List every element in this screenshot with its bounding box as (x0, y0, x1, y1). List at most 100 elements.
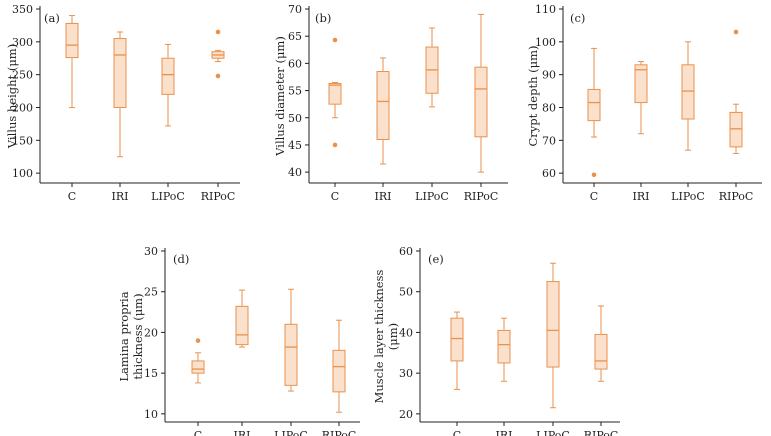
y-tick-label: 60 (399, 245, 413, 258)
box-iri (235, 289, 249, 348)
box-iqr (113, 38, 127, 108)
y-axis-title-line: thickness (μm) (131, 293, 145, 379)
box-ripoc (332, 319, 346, 413)
outlier-point (332, 142, 338, 148)
box-lipoc (284, 288, 298, 392)
y-tick-label: 110 (535, 3, 556, 16)
box-iri (634, 61, 648, 135)
y-tick-label: 45 (288, 139, 302, 152)
y-tick-label: 10 (144, 408, 158, 421)
box-iqr (328, 82, 342, 105)
y-tick-label: 150 (12, 134, 33, 147)
y-tick-label: 20 (144, 326, 158, 339)
box-iqr (594, 333, 608, 370)
outlier-point (591, 172, 597, 178)
y-tick-label: 30 (399, 367, 413, 380)
y-tick-label: 40 (399, 326, 413, 339)
x-tick-label-ripoc: RIPoC (584, 429, 619, 436)
x-tick-label-ripoc: RIPoC (719, 190, 754, 203)
y-axis-title: Villus height (μm) (5, 44, 19, 149)
panel-e: 20 30 40 50 60 C IRI LIPoC RIPoC (e) Muscle layer … (372, 245, 620, 436)
panel-c: 60 70 80 90 100 110 C IRI LIPoC RIPoC (c) Crypt dep… (526, 3, 762, 203)
y-tick-label: 20 (399, 408, 413, 421)
y-tick-label: 70 (542, 134, 556, 147)
outlier-point (332, 37, 338, 43)
box-c (65, 15, 79, 108)
box-iqr (474, 66, 488, 138)
y-tick-label: 200 (12, 101, 33, 114)
x-tick-label-iri: IRI (496, 429, 513, 436)
y-tick-label: 100 (535, 36, 556, 49)
x-tick-label-lipoc: LIPoC (274, 429, 308, 436)
x-tick-label-c: C (590, 190, 598, 203)
x-tick-label-iri: IRI (112, 190, 129, 203)
y-tick-label: 50 (399, 286, 413, 299)
panel-label: (d) (173, 252, 189, 266)
x-tick-label-lipoc: LIPoC (671, 190, 705, 203)
y-tick-label: 60 (542, 167, 556, 180)
y-axis-title-line: (μm) (386, 323, 400, 350)
y-tick-label: 300 (12, 36, 33, 49)
box-lipoc (546, 262, 560, 409)
box-iri (113, 31, 127, 158)
outlier-point (215, 29, 221, 35)
y-axis-title: Crypt depth (μm) (526, 46, 540, 147)
y-tick-label: 40 (288, 166, 302, 179)
box-iqr (587, 88, 601, 122)
x-tick-label-c: C (453, 429, 461, 436)
box-iqr (634, 64, 648, 104)
box-iqr (497, 329, 511, 364)
panel-label: (a) (44, 11, 60, 25)
panel-label: (b) (315, 11, 331, 25)
x-tick-label-c: C (194, 429, 202, 436)
box-ripoc (474, 13, 488, 173)
x-tick-label-lipoc: LIPoC (415, 190, 449, 203)
box-iri (497, 317, 511, 382)
outlier-point (733, 29, 739, 35)
box-iqr (65, 22, 79, 59)
x-tick-label-ripoc: RIPoC (201, 190, 236, 203)
box-c (328, 37, 342, 148)
y-tick-label: 60 (288, 57, 302, 70)
y-tick-label: 70 (288, 3, 302, 16)
y-tick-label: 90 (542, 69, 556, 82)
outlier-point (195, 338, 201, 343)
y-tick-label: 30 (144, 245, 158, 258)
box-iqr (332, 349, 346, 393)
box-iqr (284, 323, 298, 386)
box-iri (376, 57, 390, 165)
box-iqr (729, 111, 743, 148)
box-iqr (450, 317, 464, 362)
y-axis-title-line: Lamina propria (117, 291, 131, 381)
panel-d: 10 15 20 25 30 C IRI LIPoC RIPoC (d) Lamina propri… (117, 245, 360, 436)
y-tick-label: 50 (288, 112, 302, 125)
box-iqr (235, 305, 249, 346)
box-lipoc (425, 27, 439, 108)
outlier-point (215, 73, 221, 79)
y-tick-label: 250 (12, 69, 33, 82)
box-iqr (161, 57, 175, 95)
box-iqr (681, 64, 695, 120)
box-iqr (546, 281, 560, 368)
box-iqr (376, 71, 390, 140)
y-tick-label: 25 (144, 286, 158, 299)
x-tick-label-c: C (331, 190, 339, 203)
box-lipoc (161, 43, 175, 127)
y-tick-label: 55 (288, 85, 302, 98)
box-c (450, 311, 464, 390)
x-tick-label-ripoc: RIPoC (322, 429, 357, 436)
x-tick-label-lipoc: LIPoC (536, 429, 570, 436)
y-tick-label: 350 (12, 3, 33, 16)
x-tick-label-iri: IRI (633, 190, 650, 203)
panel-label: (c) (570, 11, 585, 25)
box-ripoc (211, 29, 225, 79)
y-axis-title-line: Muscle layer thickness (372, 270, 386, 404)
x-tick-label-c: C (68, 190, 76, 203)
x-tick-label-lipoc: LIPoC (151, 190, 185, 203)
x-tick-label-iri: IRI (375, 190, 392, 203)
box-ripoc (729, 29, 743, 154)
box-iqr (191, 360, 205, 374)
panel-label: (e) (428, 252, 444, 266)
y-tick-label: 65 (288, 30, 302, 43)
